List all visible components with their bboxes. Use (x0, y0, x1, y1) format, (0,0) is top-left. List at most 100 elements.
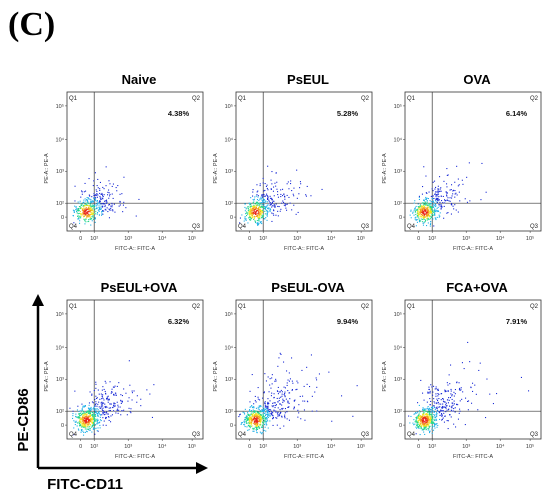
x-tick-label: 10⁵ (357, 235, 365, 242)
quadrant-label-q2: Q2 (530, 304, 539, 310)
scatter-point (421, 216, 423, 218)
scatter-point (271, 202, 273, 204)
scatter-point (419, 213, 421, 215)
scatter-point (278, 413, 280, 415)
scatter-point (264, 412, 266, 414)
scatter-point (447, 212, 449, 214)
scatter-point (266, 411, 268, 413)
scatter-point (258, 217, 260, 219)
scatter-point (93, 423, 95, 425)
scatter-point (258, 418, 260, 420)
inner-y-axis-label: PE-A:: PE-A (382, 153, 388, 184)
scatter-point (441, 413, 443, 415)
scatter-point (454, 393, 456, 395)
scatter-point (82, 418, 84, 420)
y-tick-label: 10⁵ (225, 103, 233, 110)
scatter-point (78, 422, 80, 424)
scatter-point (425, 422, 427, 424)
scatter-point (255, 401, 257, 403)
scatter-point (424, 210, 426, 212)
scatter-point (427, 209, 429, 211)
y-tick-label: 10³ (225, 377, 233, 383)
scatter-point (255, 195, 257, 197)
scatter-point (267, 415, 269, 417)
scatter-point (257, 204, 259, 206)
scatter-point (264, 189, 266, 191)
scatter-point (96, 200, 98, 202)
scatter-point (260, 413, 262, 415)
scatter-point (96, 412, 98, 414)
scatter-point (263, 193, 265, 195)
scatter-point (85, 202, 87, 204)
scatter-point (87, 410, 89, 412)
scatter-point (426, 414, 428, 416)
scatter-point (83, 426, 85, 428)
scatter-point (106, 411, 108, 413)
scatter-point (248, 213, 250, 215)
scatter-point (264, 195, 266, 197)
scatter-point (249, 418, 251, 420)
quadrant-label-q3: Q3 (530, 224, 539, 230)
scatter-point (456, 403, 458, 405)
scatter-point (426, 420, 428, 422)
scatter-point (99, 416, 101, 418)
scatter-point (79, 421, 81, 423)
scatter-point (439, 418, 441, 420)
scatter-point (416, 221, 418, 223)
scatter-point (252, 430, 254, 432)
scatter-point (84, 220, 86, 222)
scatter-point (89, 426, 91, 428)
y-tick-label: 0 (399, 423, 402, 429)
scatter-point (282, 200, 284, 202)
scatter-point (73, 222, 75, 224)
scatter-point (243, 424, 245, 426)
scatter-point (266, 412, 268, 414)
scatter-point (262, 412, 264, 414)
scatter-point (255, 420, 257, 422)
scatter-point (452, 190, 454, 192)
scatter-point (105, 392, 107, 394)
scatter-point (77, 428, 79, 430)
scatter-point (418, 413, 420, 415)
scatter-point (86, 212, 88, 214)
scatter-point (90, 201, 92, 203)
scatter-point (110, 207, 112, 209)
scatter-point (110, 403, 112, 405)
scatter-point (436, 423, 438, 425)
scatter-point (278, 400, 280, 402)
scatter-point (428, 425, 430, 427)
scatter-point (136, 401, 138, 403)
scatter-point (420, 426, 422, 428)
scatter-point (254, 412, 256, 414)
scatter-point (437, 424, 439, 426)
scatter-point (430, 407, 432, 409)
scatter-point (328, 371, 330, 373)
scatter-point (248, 209, 250, 211)
scatter-point (421, 209, 423, 211)
scatter-point (437, 410, 439, 412)
scatter-point (258, 413, 260, 415)
scatter-point (266, 206, 268, 208)
scatter-point (428, 203, 430, 205)
scatter-point (423, 208, 425, 210)
scatter-point (122, 204, 124, 206)
scatter-point (250, 421, 252, 423)
scatter-point (112, 183, 114, 185)
scatter-point (261, 426, 263, 428)
scatter-point (246, 415, 248, 417)
quadrant-label-q2: Q2 (361, 96, 370, 102)
scatter-point (430, 384, 432, 386)
scatter-point (272, 190, 274, 192)
scatter-point (284, 395, 286, 397)
scatter-point (256, 220, 258, 222)
scatter-point (420, 422, 422, 424)
scatter-point (83, 216, 85, 218)
scatter-point (96, 203, 98, 205)
scatter-point (469, 361, 471, 363)
scatter-point (299, 187, 301, 189)
scatter-point (446, 212, 448, 214)
scatter-point (89, 416, 91, 418)
scatter-point (95, 381, 97, 383)
scatter-point (423, 222, 425, 224)
